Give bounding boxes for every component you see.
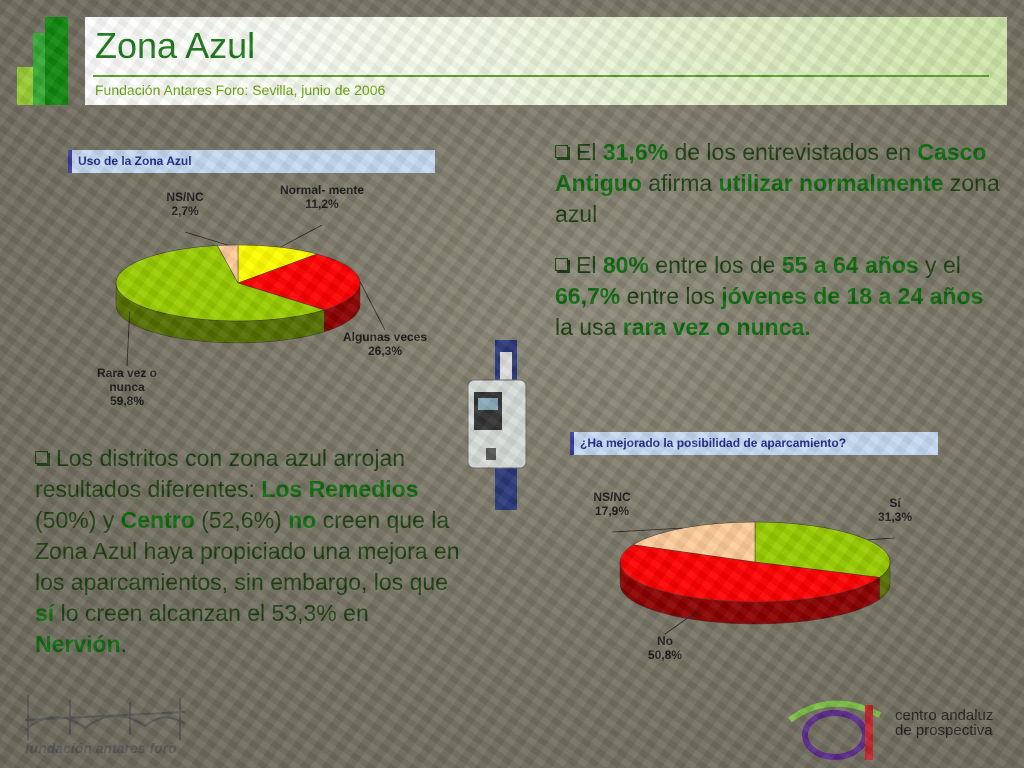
bullet-text: no bbox=[288, 507, 317, 533]
pie-label-value: 11,2% bbox=[305, 197, 339, 211]
bullet-icon bbox=[555, 145, 568, 158]
bullet-text: zona azul bbox=[555, 170, 1000, 227]
pie-label-value: 31,3% bbox=[877, 510, 913, 524]
pie-label: Normal- mente 11,2% bbox=[277, 183, 367, 211]
bullet-text: Centro bbox=[120, 507, 195, 533]
bullet-text: lo creen alcanzan el 53,3% en bbox=[54, 600, 369, 626]
bullet-text: rara vez o nunca. bbox=[622, 314, 811, 340]
pie-slice bbox=[115, 245, 326, 322]
pie-label-name: NS/NC bbox=[593, 490, 631, 504]
pie-label-name: Rara vez o nunca bbox=[96, 366, 158, 394]
pie-label: Rara vez o nunca 59,8% bbox=[82, 366, 172, 408]
logo-cap bbox=[788, 700, 882, 760]
bullet-text: creen que la Zona Azul haya propiciado u… bbox=[35, 507, 460, 595]
bullet-text: jóvenes de 18 a 24 años bbox=[721, 283, 984, 309]
pie-label-name: No bbox=[657, 634, 673, 648]
leader-line bbox=[664, 609, 701, 635]
chart-title: Uso de la Zona Azul bbox=[68, 150, 435, 173]
pie-label-value: 59,8% bbox=[109, 394, 145, 408]
bullet-text: 66,7% bbox=[555, 283, 621, 309]
pie-label: No 50,8% bbox=[620, 634, 710, 662]
bullet-text: El bbox=[576, 252, 603, 278]
bullet-text: entre los de bbox=[648, 252, 782, 278]
bullet: El 31,6% de los entrevistados en Casco A… bbox=[555, 137, 1000, 230]
chart-title: ¿Ha mejorado la posibilidad de aparcamie… bbox=[570, 432, 938, 455]
pie-label-name: Sí bbox=[889, 496, 901, 510]
bullet-text: (50%) y bbox=[35, 507, 121, 533]
pie-label-value: 17,9% bbox=[594, 504, 630, 518]
pie-label: Algunas veces 26,3% bbox=[340, 330, 430, 358]
bullet: Los distritos con zona azul arrojan resu… bbox=[35, 443, 465, 660]
pie-label: Sí 31,3% bbox=[850, 496, 940, 524]
pie-label-name: Normal- mente bbox=[279, 183, 365, 197]
bullet-text: 55 a 64 años bbox=[781, 252, 919, 278]
pie-label-value: 50,8% bbox=[647, 648, 683, 662]
pie-label-name: Algunas veces bbox=[342, 330, 428, 344]
parking-meter bbox=[467, 340, 527, 510]
bullet-text: Casco Antiguo bbox=[555, 139, 987, 196]
bullet-text: utilizar normalmente bbox=[718, 170, 944, 196]
logo-text: centro andaluz de prospectiva bbox=[895, 707, 994, 739]
bullet-icon bbox=[555, 258, 568, 271]
leader-line bbox=[359, 281, 386, 331]
bullet-text: 80% bbox=[602, 252, 649, 278]
header: Zona Azul Fundación Antares Foro: Sevill… bbox=[85, 17, 1007, 105]
bullet-text: Nervión bbox=[35, 631, 121, 657]
bullet-text: Los Remedios bbox=[261, 476, 419, 502]
bullet-text: . bbox=[120, 631, 128, 657]
pie-label-value: 26,3% bbox=[367, 344, 403, 358]
bullet-text: entre los bbox=[620, 283, 722, 309]
pie-label: NS/NC 17,9% bbox=[567, 490, 657, 518]
leader-line bbox=[867, 537, 896, 541]
pie-label: NS/NC 2,7% bbox=[140, 190, 230, 218]
bullet-text: (52,6%) bbox=[194, 507, 289, 533]
title: Zona Azul bbox=[95, 25, 256, 66]
bullet-text: la usa bbox=[555, 314, 623, 340]
bullet-text: 31,6% bbox=[602, 139, 669, 165]
logo-bar bbox=[45, 17, 68, 105]
bullet-text: El bbox=[576, 139, 603, 165]
pie-label-value: 2,7% bbox=[171, 204, 199, 218]
pie-slice bbox=[754, 521, 891, 578]
leader-line bbox=[126, 311, 131, 367]
logo-bridge bbox=[24, 695, 186, 740]
pie-label-name: NS/NC bbox=[166, 190, 204, 204]
bullet-text: de los entrevistados en bbox=[668, 139, 918, 165]
bullet-icon bbox=[35, 451, 48, 464]
subtitle: Fundación Antares Foro: Sevilla, junio d… bbox=[95, 82, 386, 98]
bullet: El 80% entre los de 55 a 64 años y el 66… bbox=[555, 250, 1000, 343]
leader-line bbox=[611, 527, 684, 533]
bullet-text: y el bbox=[918, 252, 961, 278]
bullet-text: Los distritos con zona azul arrojan resu… bbox=[35, 445, 406, 502]
rule bbox=[93, 75, 989, 77]
logo-text: fundación antares foro bbox=[25, 740, 177, 756]
leader-line bbox=[279, 224, 323, 248]
bullet-text: sí bbox=[35, 600, 55, 626]
leader-line bbox=[184, 231, 228, 246]
pie-slice bbox=[619, 544, 881, 603]
bullet-text: afirma bbox=[641, 170, 719, 196]
